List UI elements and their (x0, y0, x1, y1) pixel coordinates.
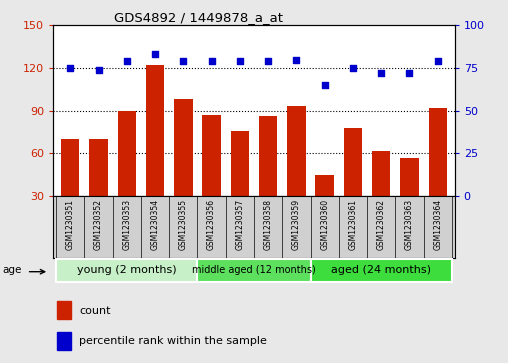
Text: GSM1230362: GSM1230362 (376, 199, 386, 250)
Bar (146, 65, 164, 239)
FancyBboxPatch shape (310, 259, 452, 282)
Text: young (2 months): young (2 months) (77, 265, 177, 276)
Text: GSM1230359: GSM1230359 (292, 199, 301, 250)
Text: GSM1230351: GSM1230351 (66, 199, 75, 250)
Point (264, 58, 272, 64)
Bar (259, 117, 277, 239)
Point (292, 57, 300, 62)
Text: GSM1230361: GSM1230361 (348, 199, 358, 250)
Bar (89, 139, 108, 239)
Bar (231, 131, 249, 239)
Text: GSM1230352: GSM1230352 (94, 199, 103, 250)
Point (236, 58, 244, 64)
Text: GSM1230353: GSM1230353 (122, 199, 132, 250)
Bar (118, 111, 136, 239)
Bar (57, 332, 72, 350)
Bar (400, 158, 419, 239)
Point (434, 58, 442, 64)
Bar (344, 128, 362, 239)
Bar (287, 106, 306, 239)
Text: aged (24 months): aged (24 months) (331, 265, 431, 276)
Text: GSM1230363: GSM1230363 (405, 199, 414, 250)
Text: GSM1230364: GSM1230364 (433, 199, 442, 250)
Bar (429, 108, 447, 239)
Point (208, 58, 216, 64)
Bar (57, 301, 72, 319)
Point (94, 67, 103, 73)
Text: GSM1230355: GSM1230355 (179, 199, 188, 250)
Point (123, 58, 131, 64)
Bar (372, 151, 390, 239)
Point (377, 70, 385, 76)
FancyBboxPatch shape (56, 259, 198, 282)
Text: count: count (79, 306, 111, 316)
Point (179, 58, 187, 64)
Point (66, 65, 74, 71)
Text: middle aged (12 months): middle aged (12 months) (192, 265, 316, 276)
Text: GSM1230357: GSM1230357 (235, 199, 244, 250)
Text: GSM1230354: GSM1230354 (150, 199, 160, 250)
Point (151, 52, 159, 57)
Text: GSM1230360: GSM1230360 (320, 199, 329, 250)
Text: GDS4892 / 1449878_a_at: GDS4892 / 1449878_a_at (114, 11, 283, 24)
Text: GSM1230356: GSM1230356 (207, 199, 216, 250)
Text: GSM1230358: GSM1230358 (264, 199, 273, 250)
Bar (61, 139, 79, 239)
Text: percentile rank within the sample: percentile rank within the sample (79, 336, 267, 346)
Bar (174, 99, 193, 239)
Bar (202, 115, 221, 239)
FancyBboxPatch shape (198, 259, 310, 282)
Point (349, 65, 357, 71)
Point (405, 70, 414, 76)
Text: age: age (3, 265, 22, 275)
Bar (315, 175, 334, 239)
Point (321, 82, 329, 88)
